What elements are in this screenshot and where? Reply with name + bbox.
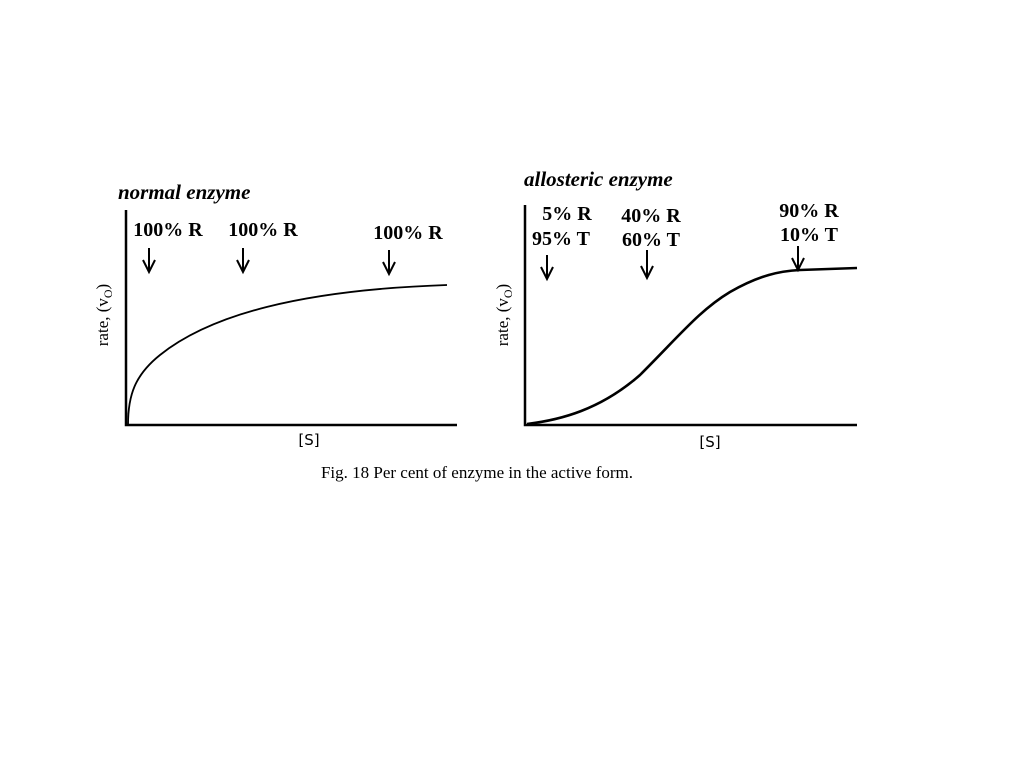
y-axis-label: rate, (vO) xyxy=(493,284,515,346)
y-label-close: ) xyxy=(493,284,512,290)
arrow xyxy=(382,250,396,277)
x-axis-label: [S] xyxy=(699,433,720,451)
arrow xyxy=(791,246,805,273)
axes xyxy=(124,210,457,427)
panel-title: normal enzyme xyxy=(118,180,250,204)
x-axis-label: [S] xyxy=(298,431,319,449)
panel-title: allosteric enzyme xyxy=(524,167,673,191)
annotation: 95% T xyxy=(532,228,591,250)
y-label-text: rate, (v xyxy=(493,298,512,347)
arrow xyxy=(236,248,250,275)
annotation: 40% R xyxy=(621,205,681,227)
annotation: 60% T xyxy=(622,229,681,251)
annotation: 100% R xyxy=(228,219,298,241)
y-axis-label: rate, (vO) xyxy=(93,284,115,346)
arrow xyxy=(540,255,554,282)
panel-allosteric: allosteric enzyme rate, (vO) [S] 5% R 95… xyxy=(493,167,858,451)
annotation: 90% R xyxy=(779,200,839,222)
y-label-subscript: O xyxy=(101,289,115,298)
annotation: 5% R xyxy=(542,203,592,225)
y-label-close: ) xyxy=(93,284,112,290)
y-label-subscript: O xyxy=(501,289,515,298)
y-label-text: rate, (v xyxy=(93,298,112,347)
arrow xyxy=(640,250,654,281)
axes xyxy=(523,205,857,427)
panel-normal: normal enzyme rate, (vO) [S] 100% R 100%… xyxy=(93,180,457,449)
annotation: 10% T xyxy=(780,224,839,246)
annotation: 100% R xyxy=(133,219,203,241)
caption: Fig. 18 Per cent of enzyme in the active… xyxy=(321,463,633,482)
arrow xyxy=(142,248,156,275)
curve xyxy=(526,266,858,426)
curve xyxy=(127,284,448,426)
annotation: 100% R xyxy=(373,222,443,244)
